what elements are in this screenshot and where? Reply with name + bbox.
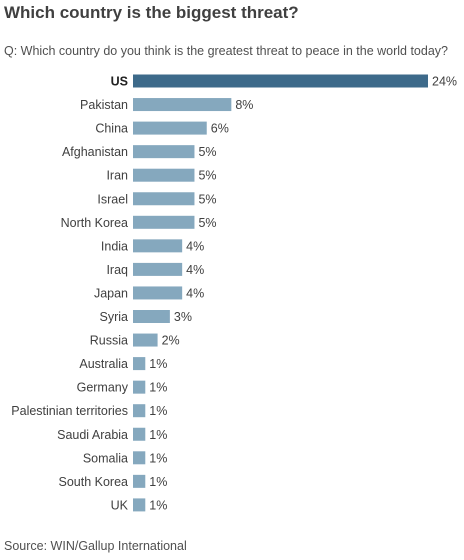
bar [133,451,146,465]
value-label: 8% [235,98,253,112]
value-label: 3% [174,310,192,324]
value-label: 1% [149,475,167,489]
category-label: Palestinian territories [11,404,128,418]
value-label: 1% [149,357,167,371]
category-label: Russia [90,334,128,348]
bar [133,192,195,206]
category-label: Somalia [83,451,128,465]
value-label: 1% [149,381,167,395]
category-label: Iraq [106,263,128,277]
category-label: US [111,75,128,89]
value-label: 1% [149,404,167,418]
bar [133,239,183,253]
bar [133,310,170,323]
value-label: 24% [432,75,457,89]
value-label: 2% [162,334,180,348]
value-label: 5% [198,169,216,183]
bar [133,145,195,159]
bar [133,168,195,182]
bar [133,286,183,300]
value-label: 1% [149,451,167,465]
value-label: 4% [186,239,204,253]
source-note: Source: WIN/Gallup International [4,539,187,553]
value-label: 5% [198,192,216,206]
bar [133,98,232,112]
category-label: Afghanistan [62,145,128,159]
category-label: Pakistan [80,98,128,112]
category-label: India [101,239,128,253]
bar [133,215,195,229]
value-label: 4% [186,263,204,277]
bar [133,121,207,135]
bar [133,380,146,394]
bar [133,498,146,512]
category-label: Saudi Arabia [57,428,128,442]
bar [133,357,146,371]
category-label: Japan [94,286,128,300]
category-label: Syria [100,310,129,324]
bar [133,404,146,418]
value-label: 1% [149,498,167,512]
category-label: Germany [77,381,129,395]
value-label: 5% [198,216,216,230]
category-label: South Korea [59,475,129,489]
bar [133,74,428,88]
value-label: 1% [149,428,167,442]
bar [133,474,146,488]
category-label: North Korea [61,216,128,230]
chart-title: Which country is the biggest threat? [4,3,299,22]
value-label: 6% [211,122,229,136]
bar [133,333,158,347]
bar [133,262,183,276]
category-label: Iran [106,169,128,183]
value-label: 4% [186,286,204,300]
survey-question: Q: Which country do you think is the gre… [4,44,448,58]
category-label: Israel [97,192,128,206]
category-label: UK [111,498,129,512]
value-label: 5% [198,145,216,159]
category-label: Australia [79,357,128,371]
bar [133,427,146,441]
category-label: China [95,122,128,136]
